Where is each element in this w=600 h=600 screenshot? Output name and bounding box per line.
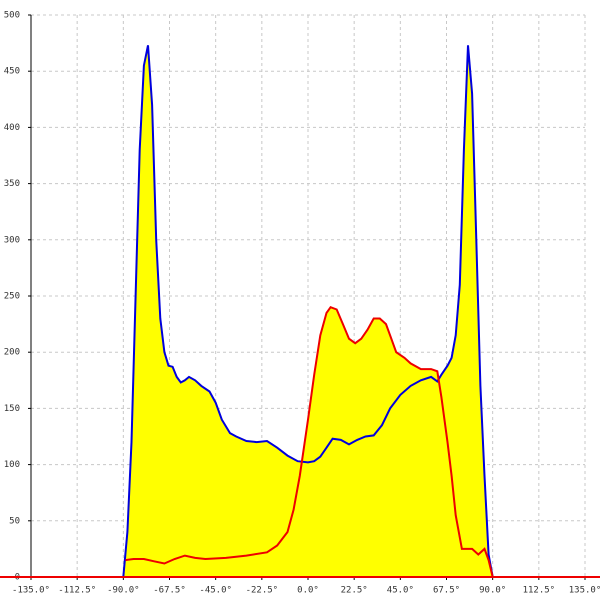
y-tick-label: 350 bbox=[4, 179, 20, 189]
x-tick-label: 22.5° bbox=[341, 586, 368, 596]
y-tick-label: 50 bbox=[9, 516, 20, 526]
x-tick-label: -90.0° bbox=[107, 586, 140, 596]
x-tick-label: -135.0° bbox=[12, 586, 50, 596]
y-tick-label: 450 bbox=[4, 67, 20, 77]
x-tick-label: 135.0° bbox=[569, 586, 600, 596]
x-tick-label: 67.5° bbox=[433, 586, 460, 596]
y-tick-label: 200 bbox=[4, 348, 20, 358]
y-tick-label: 150 bbox=[4, 404, 20, 414]
line bbox=[125, 305, 494, 578]
x-tick-label: -112.5° bbox=[58, 586, 96, 596]
y-tick-label: 250 bbox=[4, 292, 20, 302]
x-tick-label: 0.0° bbox=[297, 586, 319, 596]
y-tick-label: 100 bbox=[4, 460, 20, 470]
x-tick-label: -45.0° bbox=[199, 586, 232, 596]
x-tick-label: 90.0° bbox=[479, 586, 506, 596]
y-tick-label: 400 bbox=[4, 123, 20, 133]
x-tick-label: 112.5° bbox=[523, 586, 556, 596]
x-tick-label: -22.5° bbox=[246, 586, 279, 596]
y-tick-label: 300 bbox=[4, 235, 20, 245]
x-tick-label: 45.0° bbox=[387, 586, 414, 596]
x-tick-label: -67.5° bbox=[153, 586, 186, 596]
y-tick-label: 500 bbox=[4, 11, 20, 21]
area bbox=[125, 307, 493, 577]
